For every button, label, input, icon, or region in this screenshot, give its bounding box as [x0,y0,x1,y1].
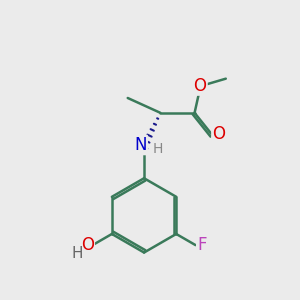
Text: O: O [212,125,226,143]
Text: H: H [152,142,163,156]
Text: F: F [197,236,207,254]
Text: O: O [81,236,94,253]
Text: O: O [194,76,206,94]
Text: H: H [72,246,83,261]
Text: N: N [134,136,147,154]
